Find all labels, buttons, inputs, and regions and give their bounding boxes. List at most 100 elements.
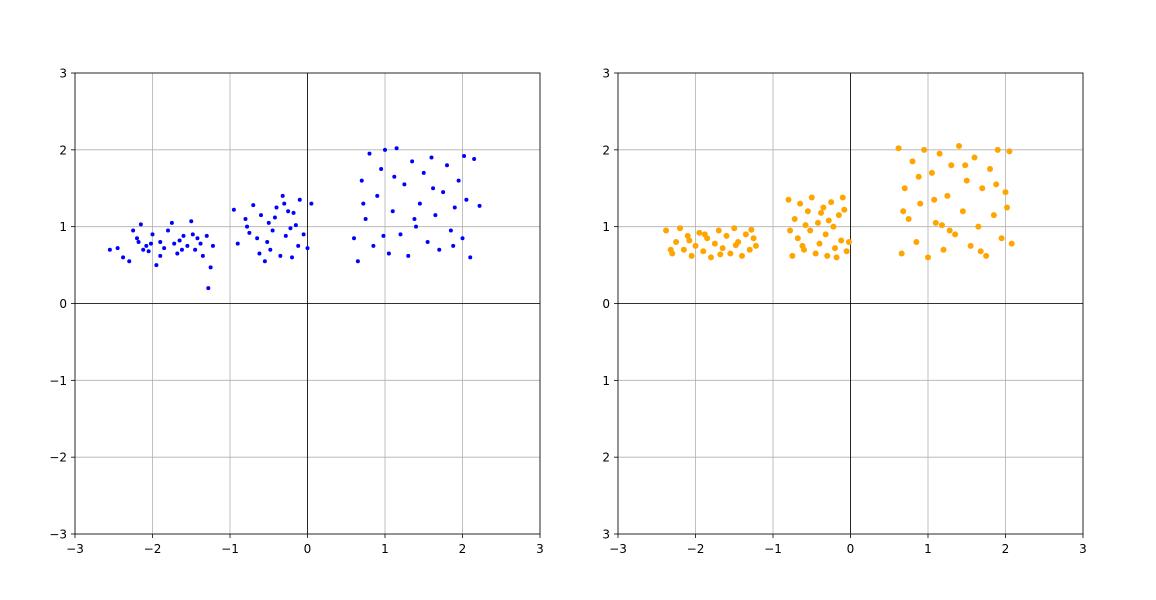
point <box>144 243 149 248</box>
point <box>136 240 141 245</box>
point <box>901 185 908 192</box>
point <box>421 170 426 175</box>
point <box>913 239 920 246</box>
point <box>843 248 850 255</box>
point <box>247 230 252 235</box>
point <box>1008 240 1015 247</box>
point <box>150 232 155 237</box>
point <box>381 233 386 238</box>
point <box>456 178 461 183</box>
y-tick-label: −2 <box>49 451 67 465</box>
point <box>979 185 986 192</box>
axes-frame <box>617 72 1084 535</box>
point <box>835 212 842 219</box>
point <box>832 245 838 252</box>
point <box>379 167 384 172</box>
point <box>931 196 938 203</box>
x-tick-label: −1 <box>764 542 782 556</box>
point <box>900 208 907 215</box>
point <box>825 217 832 224</box>
point <box>983 252 990 259</box>
point <box>107 247 112 252</box>
point <box>797 200 804 207</box>
point <box>280 193 285 198</box>
point <box>688 252 695 259</box>
point <box>993 181 1000 188</box>
point <box>410 159 415 164</box>
point <box>977 248 984 255</box>
point <box>915 173 922 180</box>
point <box>719 245 726 252</box>
point <box>297 197 302 202</box>
x-tick-label: −1 <box>221 542 239 556</box>
x-tick-label: 1 <box>381 542 389 556</box>
point <box>998 235 1005 242</box>
point <box>936 150 943 157</box>
point <box>425 240 430 245</box>
point <box>917 200 924 207</box>
x-tick-label: 0 <box>304 542 312 556</box>
point <box>452 205 457 210</box>
point <box>402 182 407 187</box>
x-tick-label: 3 <box>536 542 544 556</box>
x-tick-label: 2 <box>1002 542 1010 556</box>
point <box>711 240 718 247</box>
y-tick-label: 2 <box>602 451 610 465</box>
point <box>210 243 215 248</box>
x-tick-label: 1 <box>924 542 932 556</box>
point <box>948 162 955 169</box>
point <box>386 251 391 256</box>
point <box>195 236 200 241</box>
point <box>175 251 180 256</box>
point <box>286 209 291 214</box>
point <box>477 203 482 208</box>
point <box>265 240 270 245</box>
point <box>274 205 279 210</box>
point <box>673 239 680 246</box>
point <box>802 222 809 229</box>
point <box>414 224 418 229</box>
point <box>807 227 814 234</box>
point <box>282 201 287 206</box>
x-tick-label: −2 <box>144 542 162 556</box>
point <box>363 216 368 221</box>
point <box>445 163 449 168</box>
point <box>686 237 693 244</box>
point <box>135 236 139 241</box>
point <box>166 228 170 233</box>
point <box>750 235 757 242</box>
point <box>468 255 473 260</box>
point <box>257 251 262 256</box>
point <box>816 240 823 247</box>
point <box>845 239 852 246</box>
point <box>179 247 184 252</box>
point <box>460 236 465 241</box>
point <box>375 193 380 198</box>
point <box>115 246 120 251</box>
point <box>739 252 745 259</box>
point <box>262 259 267 264</box>
point <box>731 225 738 232</box>
point <box>812 250 819 257</box>
point <box>412 216 417 221</box>
point <box>789 252 796 259</box>
point <box>462 153 467 158</box>
point <box>962 162 969 169</box>
point <box>272 215 277 220</box>
y-tick-label: −3 <box>49 528 67 542</box>
point <box>717 251 724 258</box>
point <box>700 248 707 255</box>
point <box>921 146 928 153</box>
point <box>441 190 446 195</box>
point <box>266 220 271 225</box>
point <box>799 242 806 249</box>
point <box>283 233 288 238</box>
point <box>290 255 294 260</box>
point <box>255 236 260 241</box>
point <box>296 243 301 248</box>
point <box>696 229 703 236</box>
point <box>824 252 831 259</box>
point <box>121 255 126 260</box>
point <box>146 249 151 254</box>
